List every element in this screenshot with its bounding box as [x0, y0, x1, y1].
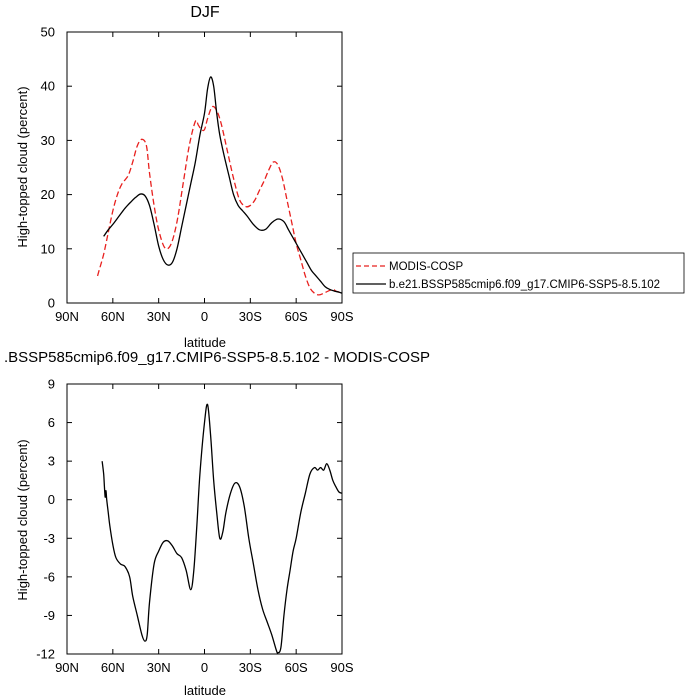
top-x-tick-label: 90S	[330, 309, 353, 324]
top-x-tick-label: 60N	[101, 309, 125, 324]
bottom-x-tick-label: 0	[201, 660, 208, 675]
bottom-x-tick-label: 90S	[330, 660, 353, 675]
top-x-tick-label: 60S	[285, 309, 308, 324]
bottom-y-tick-label: -12	[36, 647, 55, 662]
top-y-tick-label: 0	[48, 296, 55, 311]
bottom-x-tick-label: 30N	[147, 660, 171, 675]
bottom-x-tick-label: 60N	[101, 660, 125, 675]
legend-label-model: b.e21.BSSP585cmip6.f09_g17.CMIP6-SSP5-8.…	[389, 279, 660, 291]
top-y-tick-label: 30	[41, 133, 55, 148]
top-y-tick-label: 50	[41, 25, 55, 40]
panel-bottom: .BSSP585cmip6.f09_g17.CMIP6-SSP5-8.5.102…	[4, 349, 430, 698]
top-x-tick-label: 0	[201, 309, 208, 324]
panel-top: DJF 90N 60N 30N 0 30S 60S 90S 0 10 20 30 40 50 latit…	[15, 4, 354, 350]
bottom-y-axis-label: High-topped cloud (percent)	[15, 439, 30, 600]
legend-label-modis: MODIS-COSP	[389, 261, 463, 273]
top-chart-title: DJF	[190, 4, 220, 21]
bottom-y-tick-label: 3	[48, 454, 55, 469]
bottom-x-tick-label: 30S	[239, 660, 262, 675]
bottom-y-tick-label: 9	[48, 377, 55, 392]
legend-frame	[352, 252, 685, 294]
bottom-x-tick-label: 60S	[285, 660, 308, 675]
bottom-x-tick-label: 90N	[55, 660, 79, 675]
bottom-y-tick-label: 0	[48, 492, 55, 507]
top-y-tick-label: 10	[41, 241, 55, 256]
top-y-axis-label: High-topped cloud (percent)	[15, 86, 30, 247]
bottom-series-line-0	[101, 403, 343, 654]
bottom-y-tick-label: 6	[48, 415, 55, 430]
bottom-y-tick-label: -9	[43, 608, 55, 623]
top-x-tick-label: 30N	[147, 309, 171, 324]
bottom-y-tick-label: -6	[43, 569, 55, 584]
top-plot-frame	[66, 31, 343, 304]
bottom-series-group	[101, 403, 343, 654]
top-axis-ticks: 90N 60N 30N 0 30S 60S 90S 0 10 20 30 40 50	[41, 25, 354, 325]
top-x-axis-label: latitude	[184, 335, 226, 350]
legend: MODIS-COSP b.e21.BSSP585cmip6.f09_g17.CM…	[352, 252, 685, 294]
top-y-tick-label: 40	[41, 79, 55, 94]
top-y-tick-label: 20	[41, 187, 55, 202]
bottom-y-tick-label: -3	[43, 531, 55, 546]
bottom-x-axis-label: latitude	[184, 683, 226, 698]
top-series-line-0	[96, 105, 341, 296]
bottom-chart-title: .BSSP585cmip6.f09_g17.CMIP6-SSP5-8.5.102…	[4, 349, 430, 366]
bottom-axis-ticks: 90N 60N 30N 0 30S 60S 90S -12 -9 -6 -3 0 3 6 9	[36, 377, 354, 676]
top-series-group	[96, 76, 343, 296]
top-x-tick-label: 90N	[55, 309, 79, 324]
top-x-tick-label: 30S	[239, 309, 262, 324]
top-series-line-1	[103, 76, 343, 294]
